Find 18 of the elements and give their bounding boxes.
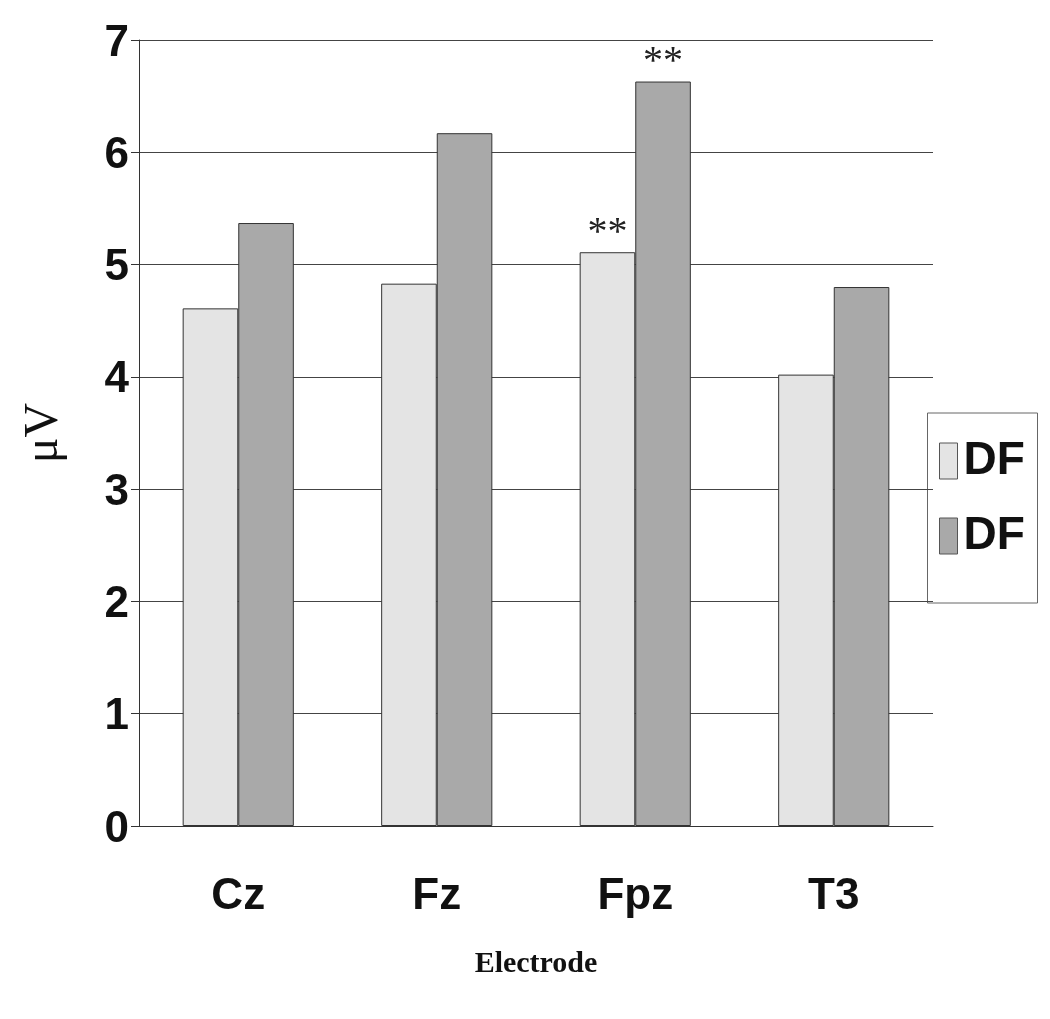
- y-tick-label: 4: [104, 352, 130, 402]
- y-tick-label: 0: [104, 801, 129, 851]
- x-axis-title: Electrode: [474, 944, 598, 978]
- y-tick-label: 2: [104, 576, 129, 626]
- x-tick-label: Fz: [412, 868, 462, 918]
- annotation: **: [587, 207, 628, 253]
- x-tick-label: Fpz: [597, 868, 674, 918]
- y-tick-label: 5: [104, 240, 129, 290]
- y-axis-title: μV: [13, 402, 67, 464]
- y-tick-label: 7: [104, 15, 129, 65]
- y-tick-label: 1: [104, 689, 129, 739]
- legend-label: DF: [963, 432, 1025, 484]
- x-tick-label: Cz: [211, 868, 266, 918]
- y-tick-label: 6: [104, 127, 129, 177]
- y-tick-label: 3: [104, 464, 129, 514]
- annotation: **: [643, 37, 684, 83]
- legend-label: DF: [963, 507, 1025, 559]
- x-tick-label: T3: [808, 868, 860, 918]
